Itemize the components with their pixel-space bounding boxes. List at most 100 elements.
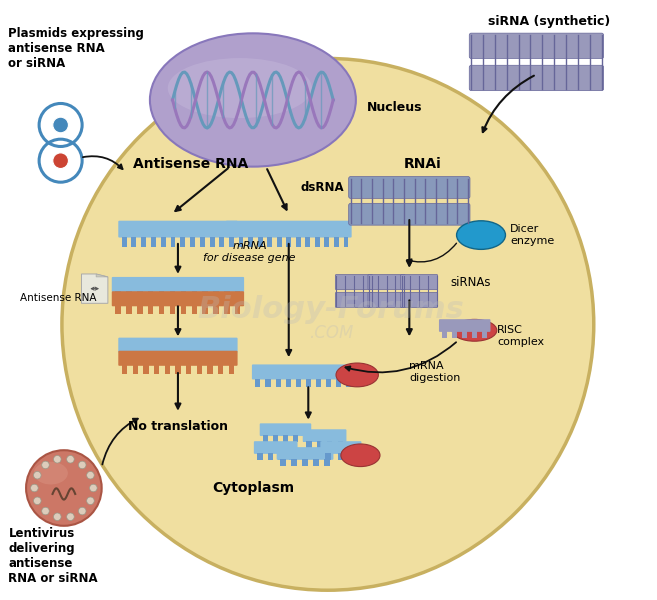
Bar bbox=[154, 352, 159, 361]
Bar bbox=[256, 379, 260, 388]
Bar bbox=[219, 236, 225, 247]
Bar bbox=[148, 291, 154, 300]
Text: .COM: .COM bbox=[309, 324, 353, 342]
Bar bbox=[133, 352, 138, 361]
Bar bbox=[238, 236, 244, 247]
Bar bbox=[210, 236, 215, 247]
Bar bbox=[346, 379, 351, 388]
Bar bbox=[338, 441, 343, 448]
Ellipse shape bbox=[336, 363, 378, 387]
Bar bbox=[224, 291, 229, 300]
Text: RISC
complex: RISC complex bbox=[497, 325, 545, 347]
Bar bbox=[291, 459, 297, 466]
Bar bbox=[161, 236, 166, 247]
Bar bbox=[283, 435, 288, 442]
Bar bbox=[286, 236, 291, 247]
Bar bbox=[326, 379, 331, 388]
Text: No translation: No translation bbox=[128, 419, 228, 433]
Bar bbox=[281, 459, 286, 466]
FancyBboxPatch shape bbox=[118, 221, 238, 238]
Bar bbox=[258, 453, 263, 460]
Bar bbox=[463, 331, 467, 338]
Bar bbox=[315, 236, 320, 247]
Bar bbox=[235, 291, 240, 300]
Text: RNAi: RNAi bbox=[403, 157, 442, 170]
Bar bbox=[482, 331, 487, 338]
Bar bbox=[356, 379, 361, 388]
Bar bbox=[122, 352, 127, 361]
Circle shape bbox=[31, 484, 38, 492]
FancyBboxPatch shape bbox=[118, 338, 238, 353]
FancyBboxPatch shape bbox=[368, 292, 405, 307]
Bar bbox=[196, 365, 202, 374]
Bar bbox=[336, 379, 341, 388]
Bar bbox=[190, 236, 195, 247]
Bar bbox=[338, 453, 344, 460]
FancyBboxPatch shape bbox=[469, 33, 604, 59]
Bar bbox=[258, 236, 263, 247]
Bar bbox=[275, 379, 281, 388]
Bar bbox=[214, 291, 219, 300]
Bar bbox=[207, 365, 213, 374]
Circle shape bbox=[26, 450, 102, 526]
Bar bbox=[303, 435, 307, 442]
Bar bbox=[196, 352, 202, 361]
FancyBboxPatch shape bbox=[401, 292, 438, 307]
FancyBboxPatch shape bbox=[118, 351, 238, 366]
Bar bbox=[286, 379, 290, 388]
Bar bbox=[137, 291, 143, 300]
FancyBboxPatch shape bbox=[260, 424, 311, 436]
Bar bbox=[313, 459, 319, 466]
Bar bbox=[218, 365, 223, 374]
FancyBboxPatch shape bbox=[112, 277, 244, 292]
Bar bbox=[202, 291, 208, 300]
Circle shape bbox=[66, 513, 74, 521]
FancyBboxPatch shape bbox=[303, 429, 346, 442]
Circle shape bbox=[87, 472, 94, 479]
Bar bbox=[151, 236, 156, 247]
Bar bbox=[159, 305, 164, 314]
Bar bbox=[143, 365, 148, 374]
Polygon shape bbox=[96, 274, 108, 277]
Bar bbox=[133, 365, 138, 374]
Text: dsRNA: dsRNA bbox=[300, 181, 344, 194]
Bar bbox=[116, 305, 121, 314]
Bar bbox=[324, 459, 330, 466]
Bar bbox=[316, 379, 321, 388]
Bar bbox=[148, 305, 154, 314]
Bar bbox=[296, 379, 301, 388]
Bar bbox=[126, 291, 132, 300]
Bar bbox=[229, 352, 234, 361]
Bar bbox=[279, 453, 284, 460]
FancyBboxPatch shape bbox=[349, 203, 470, 225]
Bar bbox=[277, 236, 282, 247]
Bar bbox=[122, 236, 127, 247]
Circle shape bbox=[34, 472, 41, 479]
Circle shape bbox=[89, 484, 97, 492]
FancyBboxPatch shape bbox=[226, 221, 351, 238]
FancyBboxPatch shape bbox=[401, 275, 438, 290]
Text: Cytoplasm: Cytoplasm bbox=[212, 481, 294, 495]
Bar bbox=[327, 441, 332, 448]
Text: Nucleus: Nucleus bbox=[367, 101, 422, 113]
FancyBboxPatch shape bbox=[439, 319, 491, 332]
Ellipse shape bbox=[452, 319, 497, 341]
FancyBboxPatch shape bbox=[349, 176, 470, 199]
Bar bbox=[154, 365, 159, 374]
Circle shape bbox=[53, 117, 68, 133]
Bar bbox=[306, 236, 310, 247]
Bar bbox=[267, 236, 272, 247]
Circle shape bbox=[41, 461, 49, 469]
Bar bbox=[351, 453, 357, 460]
Text: Biology-Forums: Biology-Forums bbox=[198, 295, 464, 324]
Bar bbox=[165, 365, 170, 374]
Circle shape bbox=[34, 497, 41, 505]
Bar bbox=[175, 365, 181, 374]
Bar bbox=[170, 305, 175, 314]
Bar bbox=[192, 305, 197, 314]
Bar bbox=[263, 435, 268, 442]
FancyBboxPatch shape bbox=[335, 275, 373, 290]
Bar bbox=[296, 236, 301, 247]
Bar bbox=[137, 305, 143, 314]
Bar bbox=[325, 453, 331, 460]
